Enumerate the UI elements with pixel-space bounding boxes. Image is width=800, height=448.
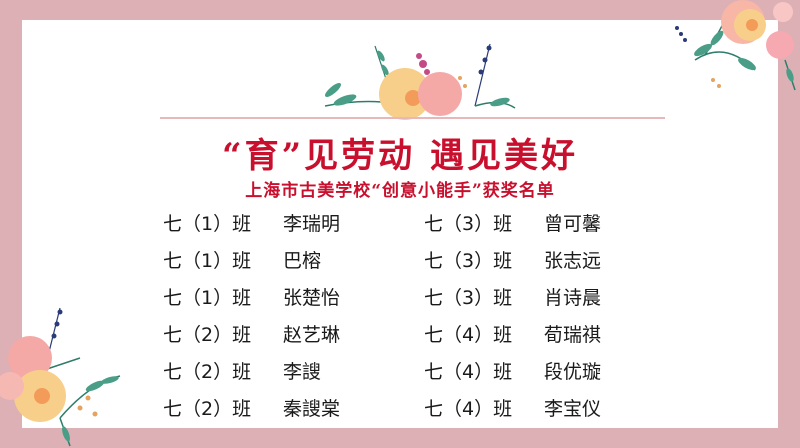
class-label: 七（2）班 bbox=[163, 398, 252, 420]
class-label: 七（1）班 bbox=[163, 287, 252, 309]
slide-title: “育”见劳动 遇见美好 bbox=[222, 136, 578, 176]
list-item: 七（4）班 李宝仪 bbox=[424, 389, 601, 426]
class-label: 七（2）班 bbox=[163, 361, 252, 383]
list-item: 七（2）班 秦謏棠 bbox=[163, 389, 340, 426]
student-name: 段优璇 bbox=[544, 361, 602, 383]
class-label: 七（3）班 bbox=[424, 250, 513, 272]
class-label: 七（4）班 bbox=[424, 361, 513, 383]
floral-top-center bbox=[324, 43, 516, 120]
class-label: 七（3）班 bbox=[424, 287, 513, 309]
student-name: 李宝仪 bbox=[544, 398, 602, 420]
list-item: 七（4）班 荀瑞祺 bbox=[424, 315, 601, 352]
list-item: 七（3）班 曾可馨 bbox=[424, 204, 601, 241]
winner-list-right: 七（3）班 曾可馨 七（3）班 张志远 七（3）班 肖诗晨 七（4）班 荀瑞祺 七（4）… bbox=[424, 204, 601, 426]
student-name: 荀瑞祺 bbox=[544, 324, 602, 346]
student-name: 李瑞明 bbox=[283, 213, 341, 235]
student-name: 赵艺琳 bbox=[283, 324, 341, 346]
student-name: 秦謏棠 bbox=[283, 398, 341, 420]
list-item: 七（1）班 张楚怡 bbox=[163, 278, 340, 315]
list-item: 七（3）班 张志远 bbox=[424, 241, 601, 278]
class-label: 七（2）班 bbox=[163, 324, 252, 346]
class-label: 七（3）班 bbox=[424, 213, 513, 235]
title-divider bbox=[160, 117, 665, 119]
student-name: 张志远 bbox=[544, 250, 602, 272]
floral-corner-top-right bbox=[675, 0, 796, 91]
student-name: 李謏 bbox=[283, 361, 322, 383]
list-item: 七（1）班 巴榕 bbox=[163, 241, 340, 278]
class-label: 七（4）班 bbox=[424, 324, 513, 346]
student-name: 曾可馨 bbox=[544, 213, 602, 235]
class-label: 七（4）班 bbox=[424, 398, 513, 420]
floral-corner-bottom-left bbox=[0, 307, 121, 447]
list-item: 七（3）班 肖诗晨 bbox=[424, 278, 601, 315]
winner-list-left: 七（1）班 李瑞明 七（1）班 巴榕 七（1）班 张楚怡 七（2）班 赵艺琳 七（2）班… bbox=[163, 204, 340, 426]
list-item: 七（2）班 赵艺琳 bbox=[163, 315, 340, 352]
list-item: 七（1）班 李瑞明 bbox=[163, 204, 340, 241]
student-name: 肖诗晨 bbox=[544, 287, 602, 309]
student-name: 张楚怡 bbox=[283, 287, 341, 309]
student-name: 巴榕 bbox=[283, 250, 322, 272]
class-label: 七（1）班 bbox=[163, 250, 252, 272]
class-label: 七（1）班 bbox=[163, 213, 252, 235]
list-item: 七（2）班 李謏 bbox=[163, 352, 340, 389]
slide-subtitle: 上海市古美学校“创意小能手”获奖名单 bbox=[245, 181, 555, 201]
list-item: 七（4）班 段优璇 bbox=[424, 352, 601, 389]
